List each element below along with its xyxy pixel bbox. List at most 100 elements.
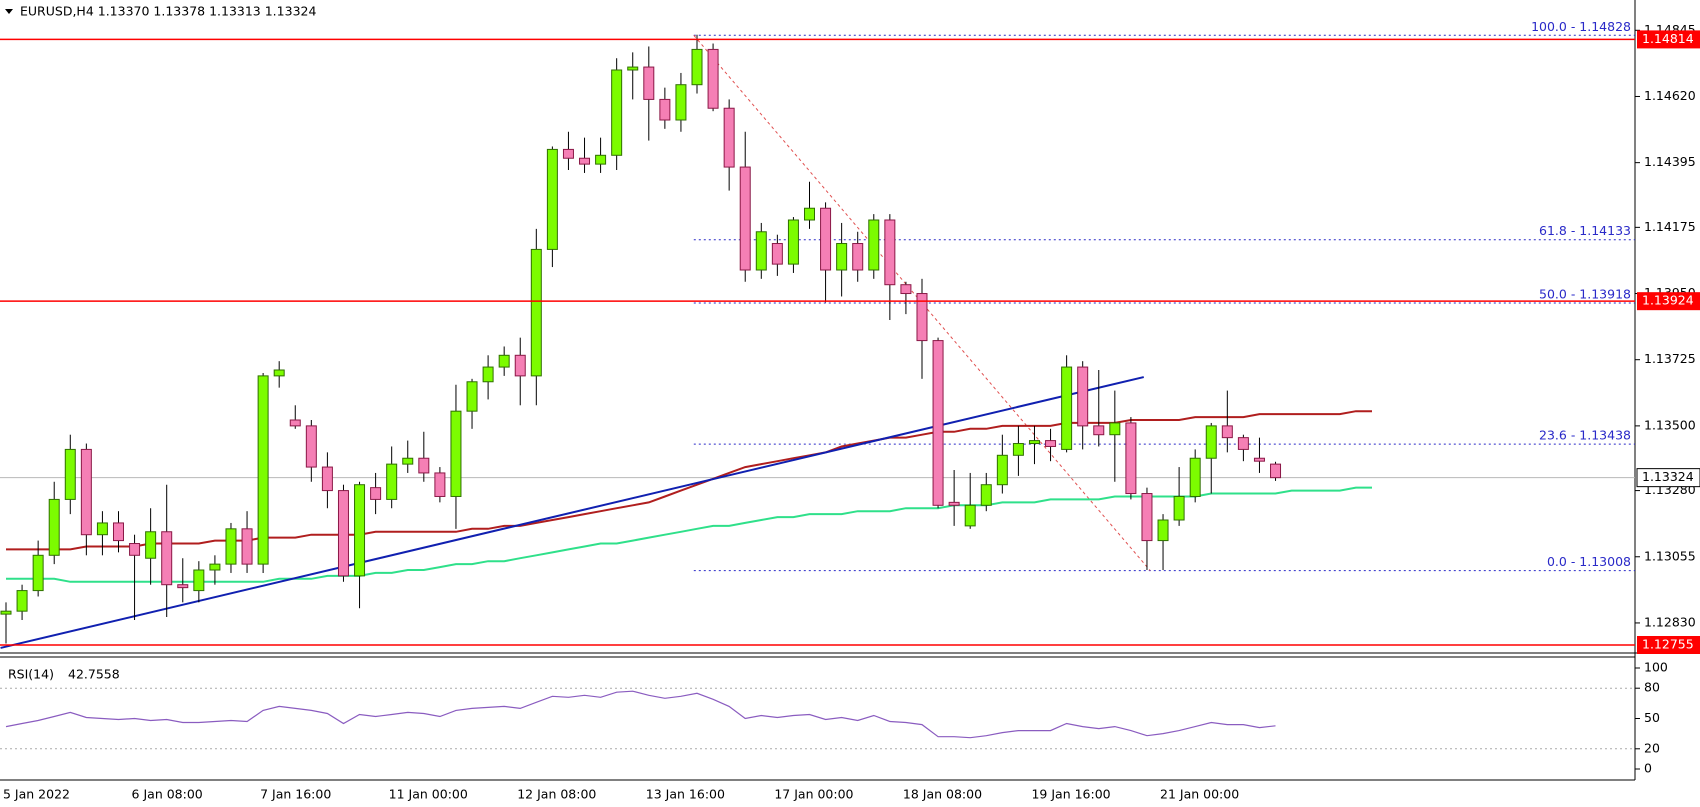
candle-body	[434, 472, 446, 497]
y-tick-label: 1.13500	[1644, 417, 1696, 432]
candle-body	[659, 98, 671, 121]
y-tick-label: 1.13725	[1644, 351, 1696, 366]
rsi-tick-label: 100	[1644, 660, 1668, 675]
x-tick-label: 13 Jan 16:00	[646, 787, 725, 802]
candle-body	[723, 107, 735, 168]
candle-body	[675, 84, 687, 121]
candle-body	[546, 148, 558, 250]
candle-body	[964, 504, 976, 527]
price-label-box	[1636, 468, 1700, 488]
candle-body	[80, 448, 92, 536]
candle-body	[627, 66, 639, 71]
x-tick-label: 5 Jan 2022	[3, 787, 70, 802]
x-tick-label: 11 Jan 00:00	[389, 787, 468, 802]
candle-body	[1125, 422, 1137, 495]
candle-body	[16, 590, 28, 612]
candle-body	[579, 157, 591, 165]
candle-body	[948, 501, 960, 506]
candle-body	[996, 454, 1008, 486]
candle-body	[1173, 495, 1185, 521]
candle-body	[1045, 440, 1057, 447]
rsi-tick-label: 80	[1644, 680, 1660, 695]
candle-body	[48, 498, 60, 556]
rsi-tick-label: 20	[1644, 740, 1660, 755]
candle-body	[193, 569, 205, 592]
y-tick-label: 1.13055	[1644, 548, 1696, 563]
candle-body	[643, 66, 655, 100]
hline-label: 1.12755	[1642, 637, 1694, 652]
candle-body	[611, 69, 623, 156]
candle-body	[32, 554, 44, 592]
candle-body	[241, 528, 253, 565]
frame	[0, 0, 1700, 781]
price-label-box	[1637, 30, 1700, 49]
candle-body	[787, 219, 799, 265]
y-tick-label: 1.14620	[1644, 88, 1696, 103]
x-tick-label: 12 Jan 08:00	[517, 787, 596, 802]
candle-body	[1270, 463, 1282, 479]
candle-body	[354, 484, 366, 577]
candle-body	[161, 531, 173, 586]
candle-body	[466, 381, 478, 412]
candle-body	[1221, 425, 1233, 439]
candle-body	[1077, 366, 1089, 427]
candle-body	[225, 528, 237, 565]
hline-label: 1.14814	[1642, 31, 1694, 46]
candle-body	[900, 284, 912, 295]
candle-body	[1253, 457, 1265, 462]
candle-body	[96, 522, 108, 536]
candle-body	[1109, 422, 1121, 436]
x-tick-label: 7 Jan 16:00	[260, 787, 331, 802]
candle-body	[64, 448, 76, 500]
candle-body	[402, 457, 414, 465]
candle-body	[980, 484, 992, 506]
candle-body	[530, 248, 542, 377]
candle-body	[739, 166, 751, 271]
candle-body	[884, 219, 896, 286]
fib-label: 23.6 - 1.13438	[1539, 428, 1631, 443]
candle-body	[916, 293, 928, 342]
candle-body	[0, 610, 12, 615]
candle-body	[1141, 493, 1153, 542]
candle-body	[1093, 425, 1105, 436]
candle-body	[514, 354, 526, 377]
fib-label: 61.8 - 1.14133	[1539, 223, 1631, 238]
candle-body	[771, 243, 783, 265]
candle-body	[562, 148, 574, 159]
candle-body	[1012, 443, 1024, 456]
candle-body	[370, 487, 382, 500]
candle-body	[498, 354, 510, 368]
rsi-title: RSI(14)	[8, 667, 54, 682]
candle-body	[145, 531, 157, 559]
candle-body	[1028, 440, 1040, 445]
candle-body	[418, 457, 430, 474]
x-tick-label: 17 Jan 00:00	[774, 787, 853, 802]
candle-body	[209, 563, 221, 571]
candle-body	[321, 466, 333, 492]
candle-body	[1157, 519, 1169, 542]
candle-body	[450, 410, 462, 497]
rsi-value: 42.7558	[68, 667, 120, 682]
x-tick-label: 18 Jan 08:00	[903, 787, 982, 802]
candle-body	[177, 584, 189, 589]
menu-triangle[interactable]	[5, 9, 13, 14]
candle-body	[932, 340, 944, 506]
candle-body	[257, 375, 269, 565]
candle-body	[289, 419, 301, 427]
candle-body	[755, 231, 767, 271]
candle-body	[852, 243, 864, 271]
rsi-line	[5, 690, 1276, 739]
rsi-tick-label: 0	[1644, 761, 1652, 776]
hline-label: 1.13924	[1642, 293, 1694, 308]
x-tick-label: 21 Jan 00:00	[1160, 787, 1239, 802]
candle-body	[273, 369, 285, 377]
x-tick-label: 19 Jan 16:00	[1031, 787, 1110, 802]
fib-label: 0.0 - 1.13008	[1547, 554, 1631, 569]
y-tick-label: 1.12830	[1644, 614, 1696, 629]
candle-body	[595, 154, 607, 165]
candle-body	[337, 490, 349, 577]
trendline	[0, 376, 1144, 649]
